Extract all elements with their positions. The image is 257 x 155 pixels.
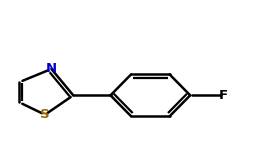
Text: N: N xyxy=(46,62,57,75)
Text: F: F xyxy=(219,89,228,102)
Text: S: S xyxy=(40,108,50,121)
